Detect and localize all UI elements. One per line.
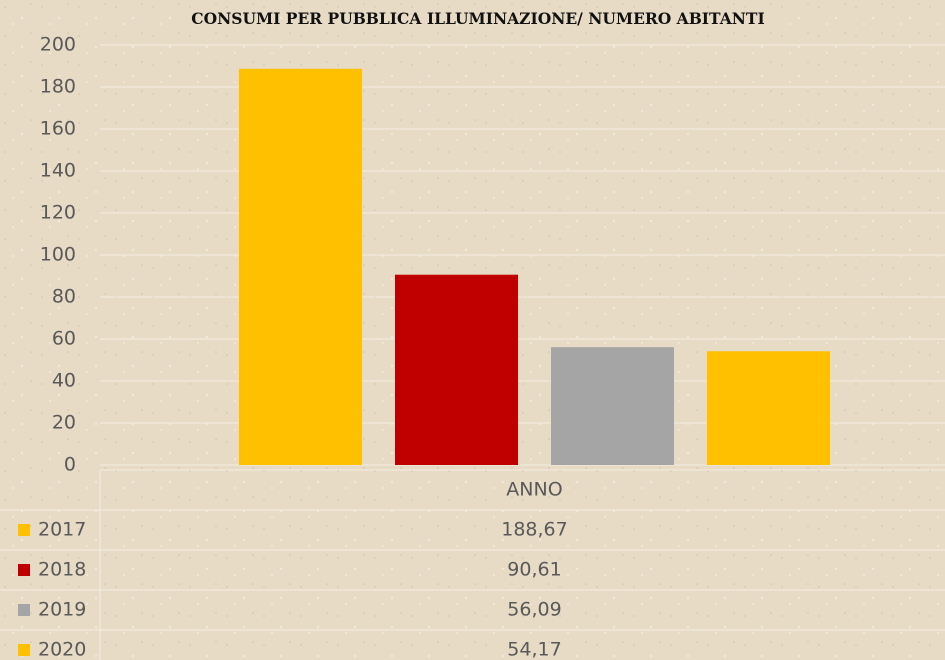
legend-label: 2017	[38, 519, 86, 541]
legend-swatch	[18, 524, 30, 536]
y-tick-label: 40	[52, 370, 76, 392]
bar	[395, 274, 518, 465]
bar	[551, 347, 674, 465]
chart-title: CONSUMI PER PUBBLICA ILLUMINAZIONE/ NUME…	[191, 9, 764, 28]
y-tick-label: 180	[40, 76, 76, 98]
legend-swatch	[18, 644, 30, 656]
legend-label: 2020	[38, 639, 86, 660]
y-tick-label: 60	[52, 328, 76, 350]
y-tick-label: 100	[40, 244, 76, 266]
y-tick-label: 160	[40, 118, 76, 140]
table-value: 56,09	[507, 599, 561, 621]
legend-label: 2018	[38, 559, 86, 581]
table-value: 90,61	[507, 559, 561, 581]
y-tick-label: 140	[40, 160, 76, 182]
table-value: 54,17	[507, 639, 561, 660]
category-label: ANNO	[506, 479, 562, 501]
legend-swatch	[18, 604, 30, 616]
y-tick-label: 80	[52, 286, 76, 308]
legend-label: 2019	[38, 599, 86, 621]
y-tick-label: 200	[40, 34, 76, 56]
table-value: 188,67	[501, 519, 567, 541]
legend-swatch	[18, 564, 30, 576]
bar	[239, 68, 362, 465]
y-tick-label: 20	[52, 412, 76, 434]
y-tick-label: 0	[64, 454, 76, 476]
bar	[707, 351, 830, 465]
y-tick-label: 120	[40, 202, 76, 224]
